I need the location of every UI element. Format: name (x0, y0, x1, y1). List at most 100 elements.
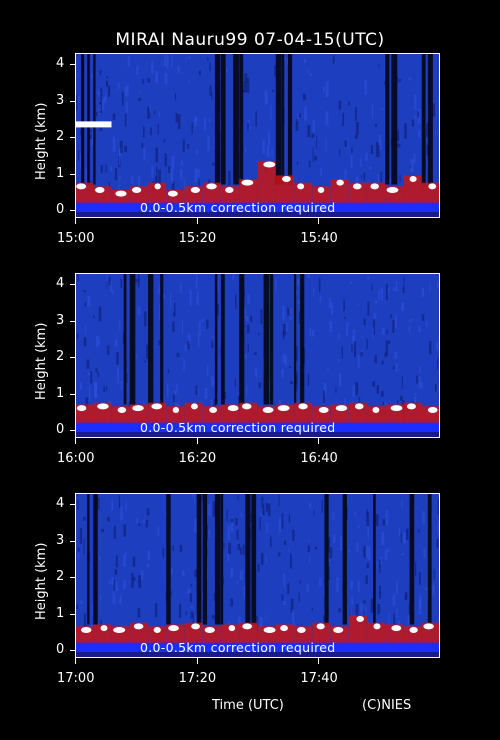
noise-streak (354, 341, 357, 358)
noise-streak (196, 150, 199, 155)
noise-streak (191, 493, 193, 499)
noise-streak (104, 96, 106, 103)
cloud-point (298, 403, 308, 410)
noise-streak (418, 528, 420, 533)
noise-streak (246, 77, 250, 93)
noise-streak (210, 501, 212, 517)
noise-streak (390, 314, 392, 319)
noise-streak (262, 139, 265, 155)
cloud-point (115, 190, 127, 197)
noise-streak (283, 323, 286, 335)
cloud-point (172, 406, 180, 413)
noise-streak (332, 511, 335, 520)
noise-streak (288, 514, 291, 523)
cloud-point (263, 626, 276, 633)
noise-streak (385, 510, 388, 526)
noise-streak (112, 138, 116, 152)
noise-streak (414, 94, 417, 109)
noise-streak (260, 617, 263, 627)
noise-streak (350, 153, 353, 169)
noise-streak (194, 168, 198, 183)
noise-streak (100, 619, 102, 625)
cloud-point (209, 406, 218, 413)
noise-streak (290, 381, 293, 385)
noise-streak (299, 579, 301, 585)
cloud-point (409, 176, 417, 183)
cloud-point (263, 161, 276, 168)
x-tick-label: 17:20 (178, 671, 217, 686)
noise-streak (351, 343, 353, 353)
noise-streak (357, 355, 360, 368)
noise-streak (244, 354, 247, 359)
noise-streak (283, 540, 287, 546)
y-tick-mark (70, 173, 75, 175)
noise-streak (193, 494, 196, 504)
noise-streak (308, 540, 310, 543)
noise-streak (433, 569, 435, 580)
y-tick-label: 2 (56, 129, 65, 145)
noise-streak (325, 111, 329, 125)
x-tick-mark (196, 438, 198, 444)
noise-streak (108, 181, 111, 187)
noise-streak (247, 343, 249, 352)
noise-streak (367, 526, 369, 539)
noise-streak (271, 148, 273, 158)
noise-streak (307, 273, 310, 278)
noise-streak (187, 588, 191, 594)
cloud-point (335, 405, 348, 412)
blocked-column (233, 53, 239, 185)
noise-streak (376, 385, 379, 394)
noise-streak (408, 326, 411, 333)
y-tick-label: 3 (56, 92, 65, 108)
noise-streak (436, 538, 439, 549)
noise-streak (332, 534, 336, 544)
noise-streak (191, 122, 193, 134)
noise-streak (295, 376, 298, 392)
noise-streak (101, 528, 105, 533)
noise-streak (85, 168, 88, 183)
noise-streak (171, 155, 175, 168)
noise-streak (172, 392, 175, 403)
aerosol-layer (367, 406, 386, 423)
noise-streak (290, 598, 294, 613)
noise-streak (87, 295, 91, 308)
noise-streak (131, 573, 134, 589)
cloud-point (242, 403, 252, 410)
noise-streak (207, 57, 209, 61)
cloud-point (190, 186, 201, 193)
noise-streak (323, 614, 325, 622)
noise-streak (400, 532, 402, 543)
noise-streak (399, 395, 403, 401)
noise-streak (320, 167, 323, 176)
noise-streak (372, 381, 376, 387)
noise-streak (237, 494, 239, 500)
noise-streak (195, 385, 198, 395)
cloud-point (206, 183, 217, 190)
noise-streak (395, 281, 398, 292)
noise-streak (378, 585, 382, 599)
noise-streak (204, 117, 206, 131)
noise-streak (344, 140, 348, 147)
noise-streak (237, 543, 241, 550)
noise-streak (240, 570, 243, 581)
noise-streak (397, 143, 401, 148)
cloud-point (427, 406, 438, 413)
noise-streak (151, 60, 154, 74)
noise-streak (77, 500, 80, 510)
chart-title: MIRAI Nauru99 07-04-15(UTC) (115, 30, 385, 50)
noise-streak (247, 121, 249, 132)
y-tick-mark (70, 100, 75, 102)
noise-streak (90, 371, 93, 384)
noise-streak (163, 139, 166, 143)
noise-streak (401, 498, 403, 510)
cloud-point (428, 183, 437, 190)
noise-streak (292, 609, 295, 623)
noise-streak (381, 107, 384, 111)
noise-streak (196, 291, 199, 306)
noise-streak (278, 494, 280, 507)
noise-streak (295, 121, 299, 131)
noise-streak (198, 321, 201, 336)
noise-streak (411, 318, 414, 321)
aerosol-layer (257, 160, 276, 203)
noise-streak (290, 553, 292, 569)
